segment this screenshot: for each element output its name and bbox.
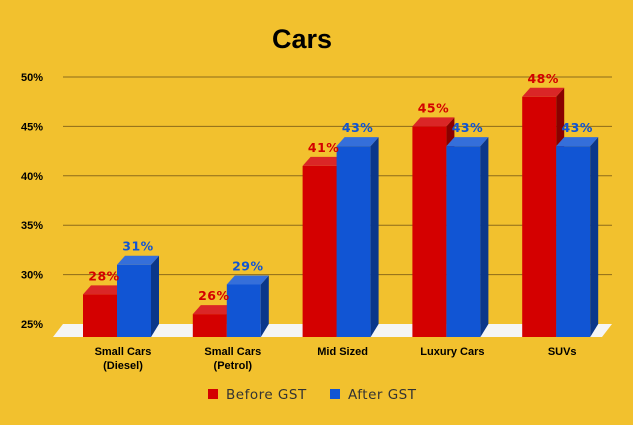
bar-top xyxy=(226,275,269,285)
bar-side xyxy=(260,275,269,337)
bar xyxy=(412,126,447,338)
y-tick-label: 40% xyxy=(21,171,43,183)
data-label: 48% xyxy=(527,71,558,86)
bar-side xyxy=(370,137,379,337)
data-label: 26% xyxy=(198,288,229,303)
data-label: 43% xyxy=(561,120,592,135)
y-tick-label: 35% xyxy=(21,220,43,232)
legend-swatch xyxy=(208,389,218,399)
data-label: 29% xyxy=(232,258,263,273)
bar-side xyxy=(590,137,599,337)
x-tick-label: SUVs xyxy=(548,346,577,358)
bar-top xyxy=(522,87,565,97)
bar xyxy=(336,146,371,337)
y-axis: 25% 30% 35% 40% 45% 50% xyxy=(21,72,43,331)
bar xyxy=(117,264,151,337)
x-tick-label: Luxury Cars xyxy=(420,346,484,358)
chart-title: Cars xyxy=(272,24,332,54)
bar xyxy=(522,96,557,337)
bar-side xyxy=(480,137,489,337)
data-label: 45% xyxy=(418,100,449,115)
bars xyxy=(83,87,599,338)
data-labels: 28%31%26%29%41%43%45%43%48%43% xyxy=(88,71,592,303)
bar-top xyxy=(302,156,345,166)
y-tick-label: 50% xyxy=(21,72,43,84)
bar-side xyxy=(151,255,159,337)
y-tick-label: 45% xyxy=(21,121,43,133)
bar xyxy=(83,294,117,337)
data-label: 41% xyxy=(308,140,339,155)
data-label: 28% xyxy=(88,268,119,283)
legend-label: After GST xyxy=(348,387,417,403)
bar-top xyxy=(412,117,455,127)
legend: Before GST After GST xyxy=(208,387,417,403)
x-tick-label: Small Cars (Petrol) xyxy=(204,346,261,372)
bar-top xyxy=(83,285,125,295)
bar-top xyxy=(192,305,235,315)
data-label: 43% xyxy=(452,120,483,135)
x-tick-label: Small Cars (Diesel) xyxy=(95,346,152,372)
bar-top xyxy=(336,137,379,147)
y-tick-label: 25% xyxy=(21,319,43,331)
bar xyxy=(556,146,591,337)
legend-swatch xyxy=(330,389,340,399)
data-label: 43% xyxy=(342,120,373,135)
bar-top xyxy=(446,137,489,147)
data-label: 31% xyxy=(122,239,153,254)
bar xyxy=(302,165,337,337)
x-tick-label: Mid Sized xyxy=(317,346,368,358)
bar xyxy=(192,314,227,337)
bar xyxy=(446,146,481,337)
bar-top xyxy=(117,255,159,265)
bar xyxy=(226,284,261,337)
legend-label: Before GST xyxy=(226,387,307,403)
y-tick-label: 30% xyxy=(21,270,43,282)
bar-top xyxy=(556,137,599,147)
x-axis: Small Cars (Diesel) Small Cars (Petrol) Mid … xyxy=(95,346,577,372)
